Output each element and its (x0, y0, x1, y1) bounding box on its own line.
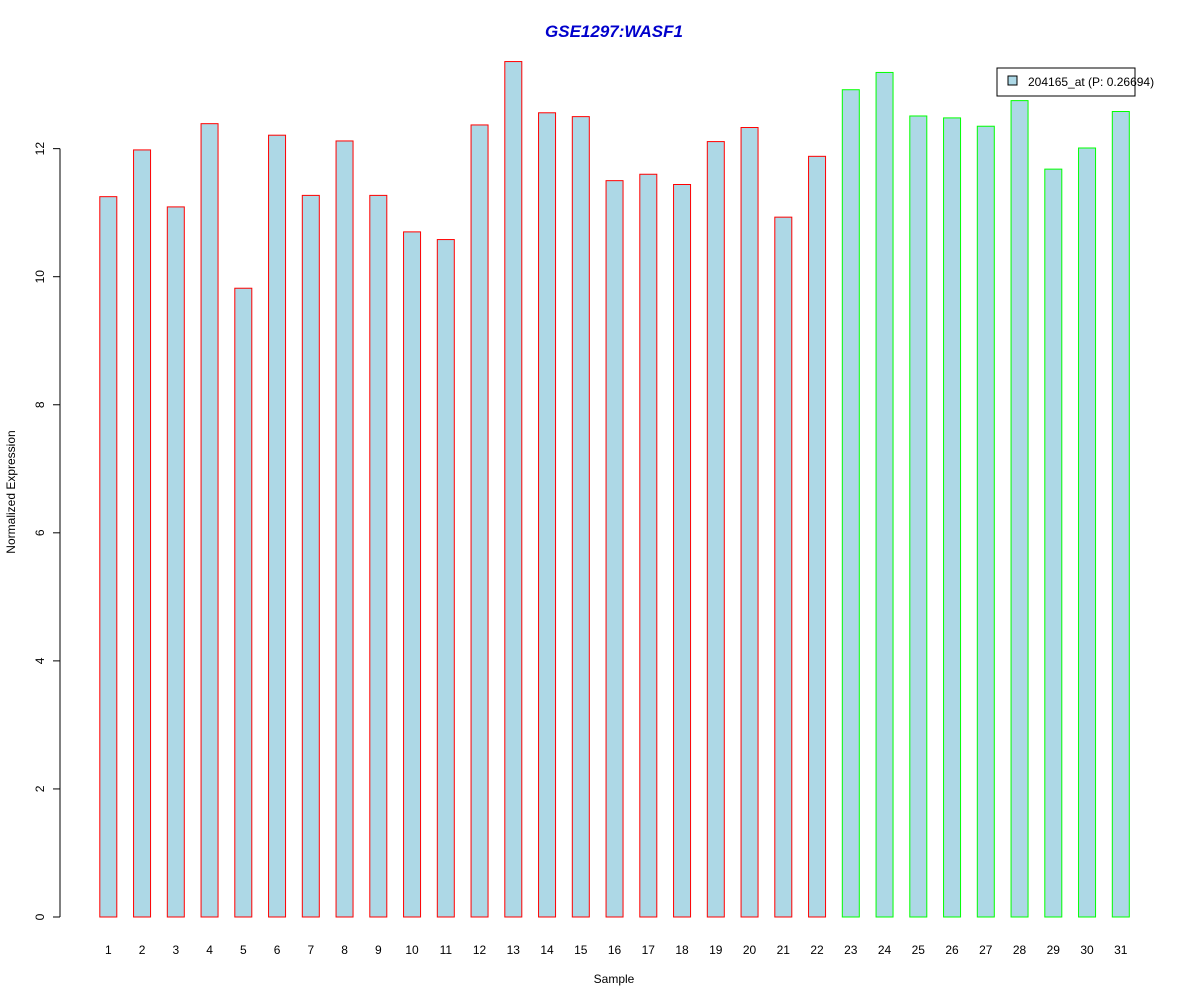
bar (774, 216, 793, 918)
chart-title: GSE1297:WASF1 (545, 22, 683, 41)
legend: 204165_at (P: 0.26694) (996, 67, 1154, 97)
x-tick-label: 8 (341, 943, 348, 957)
x-tick-label: 23 (844, 943, 858, 957)
x-axis: 1 2 3 4 5 6 7 8 9 10 11 12 13 14 15 16 17 18 19 20 21 22 23 24 2… (105, 943, 1128, 957)
x-tick-label: 18 (675, 943, 689, 957)
x-tick-label: 17 (642, 943, 656, 957)
x-tick-label: 24 (878, 943, 892, 957)
bar (673, 183, 692, 918)
x-tick-label: 29 (1047, 943, 1061, 957)
x-tick-label: 13 (507, 943, 521, 957)
bar (301, 194, 320, 918)
bar (639, 173, 658, 918)
y-tick-label: 4 (33, 657, 47, 664)
x-tick-label: 26 (945, 943, 959, 957)
x-tick-label: 31 (1114, 943, 1128, 957)
x-tick-label: 28 (1013, 943, 1027, 957)
y-tick-label: 2 (33, 785, 47, 792)
bar (504, 61, 523, 918)
bar (706, 141, 725, 918)
bar (234, 287, 253, 918)
bar (436, 239, 455, 918)
x-tick-label: 1 (105, 943, 112, 957)
x-tick-label: 3 (172, 943, 179, 957)
y-axis: 0 2 4 6 8 10 12 (33, 142, 61, 920)
y-tick-label: 12 (33, 142, 47, 156)
bar (1044, 168, 1063, 918)
bar (740, 127, 759, 918)
bar (875, 71, 894, 918)
bar (470, 124, 489, 918)
x-tick-label: 5 (240, 943, 247, 957)
bar (605, 180, 624, 918)
x-tick-label: 14 (540, 943, 554, 957)
bar (166, 206, 185, 918)
x-tick-label: 12 (473, 943, 487, 957)
bar (200, 123, 219, 918)
x-tick-label: 9 (375, 943, 382, 957)
bar (133, 149, 152, 918)
bar (99, 196, 118, 918)
bar (1078, 147, 1097, 918)
x-tick-label: 4 (206, 943, 213, 957)
bar (943, 117, 962, 918)
x-axis-label: Sample (594, 972, 635, 986)
x-tick-label: 30 (1080, 943, 1094, 957)
x-tick-label: 25 (912, 943, 926, 957)
y-tick-label: 6 (33, 529, 47, 536)
bar (571, 116, 590, 918)
bar-series (99, 61, 1130, 918)
legend-label: 204165_at (P: 0.26694) (1028, 75, 1154, 89)
x-tick-label: 7 (307, 943, 314, 957)
bar (1111, 111, 1130, 918)
bar (268, 134, 287, 918)
y-tick-label: 0 (33, 913, 47, 920)
x-tick-label: 15 (574, 943, 588, 957)
bar (403, 231, 422, 918)
y-tick-label: 8 (33, 401, 47, 408)
x-tick-label: 10 (405, 943, 419, 957)
bar (909, 115, 928, 918)
x-tick-label: 22 (810, 943, 824, 957)
bar (808, 155, 827, 918)
y-tick-label: 10 (33, 270, 47, 284)
x-tick-label: 19 (709, 943, 723, 957)
legend-swatch (1007, 75, 1018, 86)
bar (976, 125, 995, 918)
bar (841, 89, 860, 918)
bar (369, 194, 388, 918)
legend-box (996, 67, 1136, 97)
x-tick-label: 6 (274, 943, 281, 957)
y-axis-label: Normalized Expression (4, 430, 18, 553)
x-tick-label: 21 (777, 943, 791, 957)
bar (1010, 100, 1029, 918)
x-tick-label: 27 (979, 943, 993, 957)
x-tick-label: 20 (743, 943, 757, 957)
bar (335, 140, 354, 918)
x-tick-label: 16 (608, 943, 622, 957)
bar (538, 112, 557, 918)
x-tick-label: 11 (440, 943, 453, 957)
x-tick-label: 2 (139, 943, 146, 957)
